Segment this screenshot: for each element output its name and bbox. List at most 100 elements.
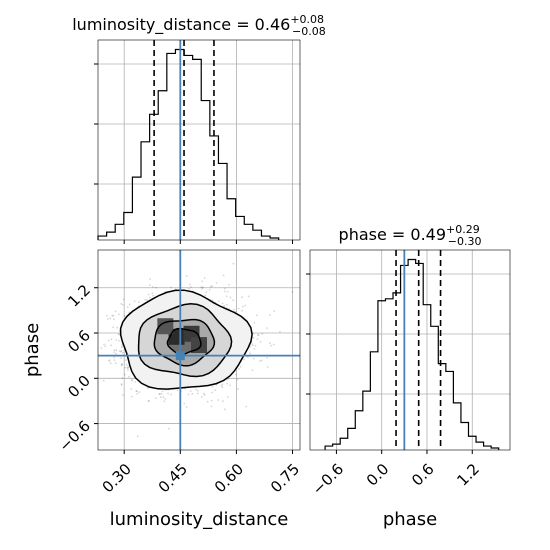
2d-scatter-point: [121, 377, 124, 380]
2d-truth-marker: [175, 351, 185, 361]
phase-hist-x-tick-label: −0.6: [309, 460, 347, 498]
2d-scatter-point: [135, 390, 138, 392]
2d-scatter-point: [241, 305, 244, 308]
2d-scatter-point: [120, 364, 123, 367]
lum-hist-bin-bar: [253, 230, 262, 240]
2d-scatter-point: [120, 303, 123, 305]
2d-scatter-point: [170, 393, 173, 396]
phase-hist-x-tick-label: 0.0: [363, 460, 393, 490]
2d-scatter-point: [112, 326, 114, 328]
2d-scatter-point: [221, 386, 224, 389]
2d-scatter-point: [224, 287, 226, 290]
2d-scatter-point: [200, 396, 203, 398]
phase-hist-bin-bar: [370, 352, 378, 450]
2d-scatter-point: [260, 359, 263, 362]
2d-scatter-point: [109, 362, 112, 365]
2d-scatter-point: [127, 367, 129, 369]
2d-scatter-point: [211, 285, 213, 287]
2d-scatter-point: [236, 378, 239, 381]
2d-scatter-point: [256, 333, 259, 336]
2d-scatter-point: [127, 365, 130, 368]
2d-scatter-point: [238, 368, 240, 370]
2d-scatter-point: [107, 339, 110, 342]
2d-scatter-point: [148, 284, 151, 286]
2d-scatter-point: [113, 318, 115, 320]
2d-scatter-point: [266, 327, 268, 329]
phase-hist-title: phase = 0.49+0.29 −0.30: [339, 223, 482, 248]
2d-scatter-point: [261, 333, 264, 335]
2d-scatter-point: [111, 314, 114, 317]
2d-scatter-point: [266, 357, 268, 359]
2d-scatter-point: [120, 351, 122, 353]
2d-scatter-point: [106, 318, 109, 320]
2d-scatter-point: [155, 286, 158, 289]
phase-hist-bin-bar: [348, 428, 356, 450]
phase-hist-bin-bar: [453, 403, 461, 450]
2d-scatter-point: [235, 373, 237, 376]
2d-scatter-point: [130, 379, 133, 381]
2d-x-tick-label: 0.30: [99, 460, 135, 496]
2d-scatter-point: [203, 277, 206, 279]
2d-x-tick-label: 0.60: [211, 460, 247, 496]
2d-scatter-point: [161, 390, 164, 393]
2d-scatter-point: [174, 288, 177, 290]
2d-scatter-point: [120, 346, 123, 349]
2d-scatter-point: [183, 402, 186, 405]
2d-scatter-point: [131, 379, 134, 382]
2d-scatter-point: [158, 393, 161, 395]
lum-hist-bin-bar: [184, 55, 193, 240]
2d-scatter-point: [155, 397, 157, 400]
phase-hist-x-axis-label: phase: [383, 509, 437, 530]
lum-hist-bin-bar: [218, 163, 227, 240]
phase-hist-title-minus: −0.30: [448, 235, 482, 248]
2d-scatter-point: [223, 408, 226, 411]
2d-frame: [97, 249, 301, 451]
2d-scatter-point: [113, 349, 116, 351]
phase-hist-bin-bar: [446, 371, 454, 450]
2d-scatter-point: [130, 395, 133, 398]
lum-hist-bin-bar: [107, 232, 116, 240]
2d-scatter-point: [167, 392, 169, 395]
2d-scatter-point: [120, 384, 123, 386]
2d-scatter-point: [118, 313, 120, 316]
2d-scatter-point: [104, 345, 107, 347]
lum-hist-bin-bar: [141, 142, 150, 240]
2d-scatter-point: [249, 345, 252, 348]
lum-hist-title-minus: −0.08: [292, 25, 326, 38]
phase-hist-bin-bar: [340, 438, 348, 450]
2d-contour-line: [153, 318, 216, 367]
2d-scatter-point: [189, 390, 192, 392]
2d-scatter-point: [94, 346, 96, 348]
2d-scatter-point: [122, 298, 125, 301]
2d-scatter-point: [87, 330, 89, 332]
2d-scatter-point: [232, 262, 235, 265]
2d-scatter-point: [252, 357, 255, 360]
lum-hist-bin-bar: [115, 224, 124, 240]
lum-hist-bin-bar: [158, 91, 167, 240]
2d-scatter-point: [203, 394, 206, 396]
lum-hist-bin-bar: [132, 177, 141, 240]
lum-hist-bin-bar: [227, 199, 236, 240]
phase-hist-bin-bar: [408, 260, 416, 450]
2d-scatter-point: [205, 291, 208, 293]
2d-scatter-point: [229, 296, 232, 299]
2d-scatter-point: [158, 393, 161, 395]
2d-scatter-point: [241, 296, 243, 299]
2d-scatter-point: [116, 326, 119, 329]
2d-y-tick-label: 0.6: [64, 326, 94, 356]
2d-scatter-point: [163, 400, 166, 403]
phase-hist-bin-bar: [385, 299, 393, 450]
2d-scatter-point: [257, 334, 260, 337]
2d-scatter-point: [211, 391, 214, 394]
2d-scatter-point: [152, 294, 155, 297]
2d-scatter-point: [256, 338, 259, 340]
2d-scatter-point: [223, 290, 226, 293]
2d-scatter-point: [188, 283, 191, 286]
2d-scatter-point: [122, 351, 124, 354]
2d-scatter-point: [229, 384, 231, 387]
2d-scatter-point: [188, 288, 191, 290]
2d-y-tick-label: 0.0: [64, 372, 94, 402]
2d-scatter-point: [144, 298, 147, 301]
2d-scatter-point: [160, 392, 163, 395]
2d-scatter-point: [251, 369, 254, 371]
